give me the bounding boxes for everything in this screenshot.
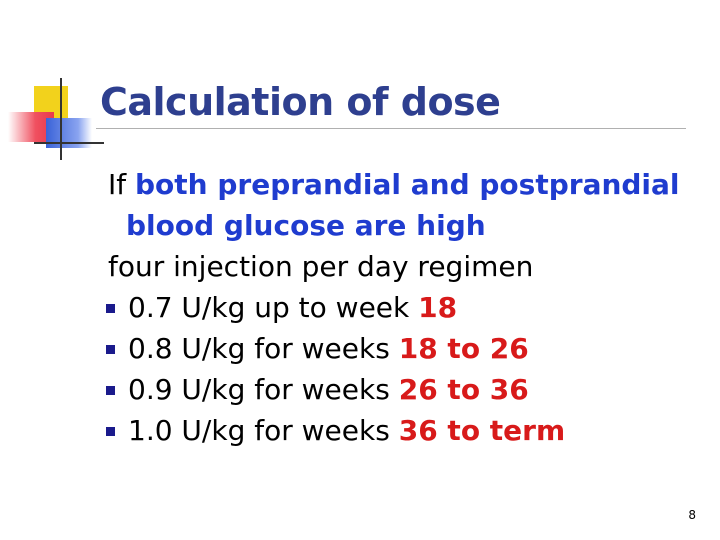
- bullet-text: U/kg for weeks: [172, 332, 399, 365]
- bullet-item: 0.8 U/kg for weeks 18 to 26: [106, 328, 708, 369]
- bullet-weeks: 18: [418, 291, 458, 324]
- bullet-dose: 0.7: [128, 291, 173, 324]
- bullet-weeks: 36 to term: [398, 414, 566, 447]
- logo-vertical-line: [60, 78, 62, 160]
- intro-line-1: If both preprandial and postprandial: [108, 164, 708, 205]
- bullet-item: 1.0 U/kg for weeks 36 to term: [106, 410, 708, 451]
- slide-title: Calculation of dose: [100, 80, 501, 124]
- bullet-dose: 0.9: [128, 373, 173, 406]
- bullet-weeks: 26 to 36: [398, 373, 529, 406]
- intro-prefix: If: [108, 168, 136, 201]
- slide-body: If both preprandial and postprandial blo…: [106, 164, 708, 451]
- bullet-text: U/kg for weeks: [172, 373, 399, 406]
- bullet-square-icon: [106, 386, 115, 395]
- slide-logo-decoration: [0, 0, 110, 170]
- logo-horizontal-line: [34, 142, 104, 144]
- page-number: 8: [688, 508, 696, 522]
- bullet-square-icon: [106, 345, 115, 354]
- bullet-square-icon: [106, 304, 115, 313]
- bullet-item: 0.7 U/kg up to week 18: [106, 287, 708, 328]
- intro-line-2: blood glucose are high: [108, 205, 708, 246]
- bullet-text: U/kg for weeks: [172, 414, 399, 447]
- bullet-text: U/kg up to week: [172, 291, 419, 324]
- intro-emphasis-2: blood glucose are high: [126, 209, 486, 242]
- bullet-square-icon: [106, 427, 115, 436]
- bullet-dose: 0.8: [128, 332, 173, 365]
- bullet-weeks: 18 to 26: [398, 332, 529, 365]
- bullet-item: 0.9 U/kg for weeks 26 to 36: [106, 369, 708, 410]
- intro-emphasis-1: both preprandial and postprandial: [135, 168, 680, 201]
- bullet-dose: 1.0: [128, 414, 173, 447]
- regimen-line: four injection per day regimen: [108, 250, 534, 283]
- title-underline: [96, 128, 686, 129]
